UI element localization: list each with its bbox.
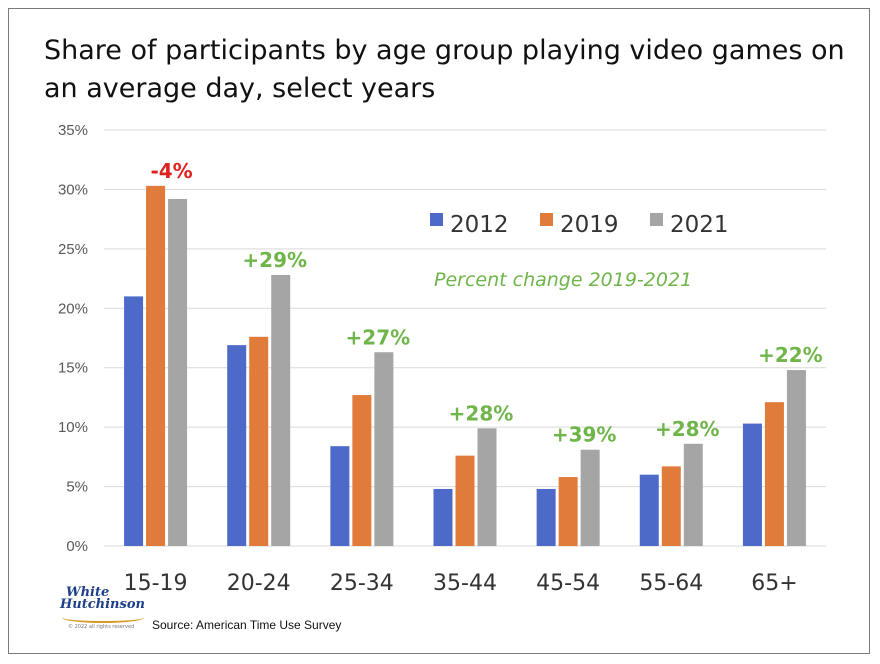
bar-2019-20-24 [249, 336, 269, 546]
y-tick-label: 10% [58, 419, 88, 436]
legend-swatch-2021 [650, 213, 663, 226]
y-tick-label: 30% [58, 181, 88, 198]
bar-2012-65+ [742, 423, 762, 546]
legend-swatch-2019 [540, 213, 553, 226]
y-tick-label: 5% [66, 479, 88, 496]
bar-2019-55-64 [661, 466, 681, 546]
percent-change-label: +27% [346, 325, 411, 349]
y-tick-label: 20% [58, 300, 88, 317]
x-tick-label: 20-24 [227, 571, 291, 596]
percent-change-label: +29% [242, 248, 307, 272]
legend-label: 2019 [560, 212, 619, 238]
bar-2021-20-24 [271, 275, 291, 546]
bar-2021-65+ [786, 370, 806, 546]
legend-swatch-2012 [430, 213, 443, 226]
x-tick-label: 55-64 [639, 571, 703, 596]
source-note: Source: American Time Use Survey [152, 618, 342, 632]
logo-line-2: Hutchinson [60, 597, 145, 612]
bar-2019-45-54 [558, 477, 578, 546]
x-tick-label: 45-54 [536, 571, 600, 596]
logo-fine-print: © 2022 all rights reserved [68, 624, 135, 630]
logo-line-1: White [66, 585, 110, 600]
logo-swoosh-icon [62, 612, 144, 623]
legend-label: 2021 [670, 212, 729, 238]
x-tick-label: 15-19 [124, 571, 188, 596]
bar-2012-20-24 [227, 345, 247, 546]
y-tick-label: 15% [58, 360, 88, 377]
bar-2021-45-54 [580, 449, 600, 546]
x-tick-label: 65+ [751, 571, 797, 596]
bar-2012-25-34 [330, 446, 350, 546]
x-tick-label: 35-44 [433, 571, 497, 596]
bar-2021-35-44 [477, 428, 497, 546]
bar-2012-55-64 [639, 474, 659, 546]
percent-change-label: +39% [552, 423, 617, 447]
bar-2021-25-34 [374, 352, 394, 546]
bar-2012-35-44 [433, 488, 453, 546]
white-hutchinson-logo: White Hutchinson © 2022 all rights reser… [60, 586, 150, 634]
percent-change-label: -4% [150, 159, 192, 183]
bar-2019-15-19 [146, 185, 166, 546]
percent-change-label: +22% [758, 343, 823, 367]
y-tick-label: 35% [58, 122, 88, 139]
x-tick-label: 25-34 [330, 571, 394, 596]
percent-change-label: +28% [655, 417, 720, 441]
y-tick-label: 0% [66, 538, 88, 555]
percent-change-annotation: Percent change 2019-2021 [434, 269, 692, 291]
bar-2019-65+ [764, 402, 784, 546]
legend-label: 2012 [450, 212, 509, 238]
bar-2021-15-19 [168, 198, 188, 547]
bar-2012-15-19 [124, 296, 144, 546]
bar-2021-55-64 [683, 443, 703, 546]
percent-change-label: +28% [449, 401, 514, 425]
chart-title: Share of participants by age group playi… [44, 35, 845, 104]
bar-2019-35-44 [455, 455, 475, 546]
bar-2012-45-54 [536, 488, 556, 546]
y-tick-label: 25% [58, 241, 88, 258]
bar-2019-25-34 [352, 395, 372, 546]
